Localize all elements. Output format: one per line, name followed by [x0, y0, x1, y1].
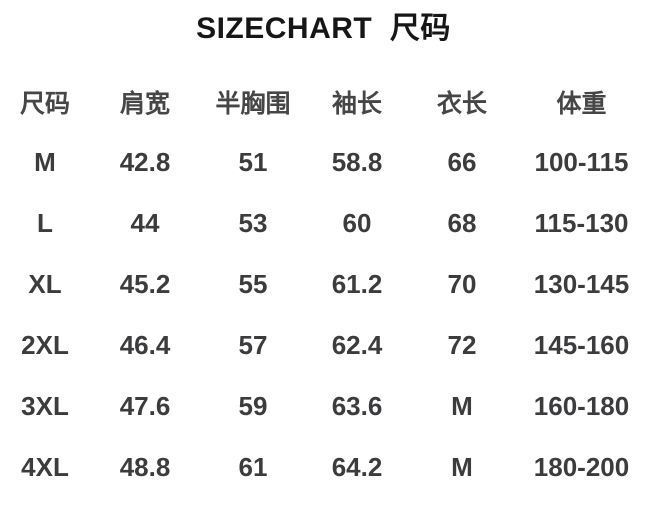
table-cell-value: 145-160 — [533, 330, 630, 360]
table-cell-value: 53 — [238, 208, 268, 238]
column-header-size: 尺码 — [19, 90, 70, 118]
table-cell-size: M — [34, 147, 56, 177]
column-header-half-chest: 半胸围 — [215, 90, 291, 118]
table-cell-value: M — [451, 452, 473, 482]
table-cell-value: 66 — [447, 147, 477, 177]
table-cell-value: 61 — [238, 452, 268, 482]
table-cell-value: 45.2 — [119, 269, 171, 299]
table-cell-value: M — [451, 391, 473, 421]
table-cell-value: 47.6 — [119, 391, 171, 421]
table-cell-value: 61.2 — [331, 269, 383, 299]
table-cell-size: XL — [28, 269, 62, 299]
table-cell-size: 2XL — [21, 330, 69, 360]
column-header-length: 衣长 — [436, 90, 487, 118]
table-cell-value: 160-180 — [533, 391, 630, 421]
table-cell-value: 115-130 — [534, 208, 629, 238]
size-table: 尺码 肩宽 半胸围 袖长 衣长 体重 M 42.8 51 58.8 66 100… — [0, 72, 647, 498]
table-cell-value: 46.4 — [119, 330, 171, 360]
table-cell-value: 59 — [238, 391, 268, 421]
table-cell-size: 4XL — [21, 452, 69, 482]
column-header-sleeve: 袖长 — [331, 90, 382, 118]
table-cell-value: 100-115 — [534, 147, 629, 177]
column-header-shoulder: 肩宽 — [119, 90, 170, 118]
table-cell-value: 180-200 — [533, 452, 630, 482]
table-cell-value: 44 — [130, 208, 160, 238]
table-cell-size: 3XL — [21, 391, 69, 421]
table-cell-value: 42.8 — [119, 147, 171, 177]
table-cell-value: 130-145 — [533, 269, 630, 299]
table-cell-value: 51 — [238, 147, 268, 177]
table-cell-size: L — [37, 208, 53, 238]
table-cell-value: 63.6 — [331, 391, 383, 421]
table-cell-value: 58.8 — [331, 147, 383, 177]
table-cell-value: 62.4 — [331, 330, 383, 360]
table-cell-value: 64.2 — [331, 452, 383, 482]
column-header-weight: 体重 — [556, 90, 607, 118]
page-title: SIZECHART 尺码 — [196, 12, 451, 45]
table-cell-value: 60 — [342, 208, 372, 238]
table-cell-value: 48.8 — [119, 452, 171, 482]
table-cell-value: 57 — [238, 330, 268, 360]
table-cell-value: 55 — [238, 269, 268, 299]
table-cell-value: 68 — [447, 208, 477, 238]
table-cell-value: 72 — [447, 330, 477, 360]
table-cell-value: 70 — [447, 269, 477, 299]
